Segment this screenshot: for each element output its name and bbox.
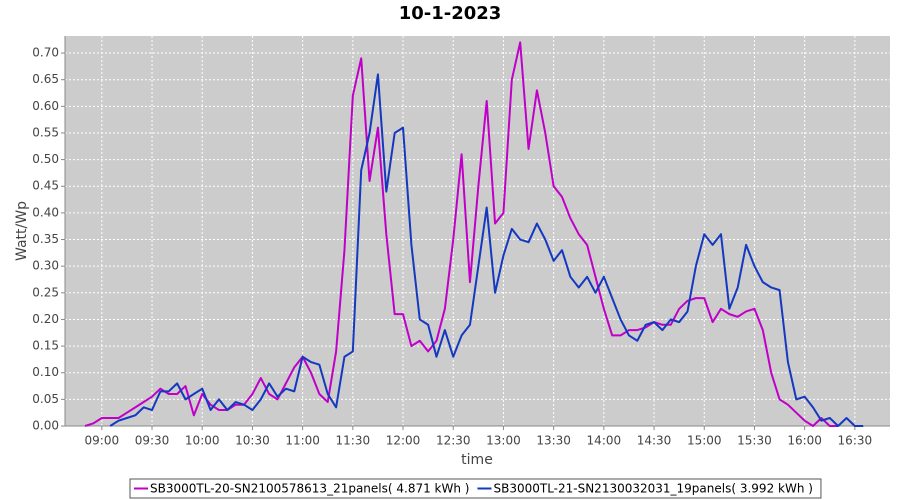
legend: SB3000TL-20-SN2100578613_21panels( 4.871… [129, 478, 822, 499]
x-tick-label: 16:30 [838, 434, 873, 448]
y-tick-label: 0.05 [32, 392, 59, 406]
legend-label: SB3000TL-20-SN2100578613_21panels( 4.871… [150, 482, 469, 496]
y-tick-label: 0.25 [32, 285, 59, 299]
legend-label: SB3000TL-21-SN2130032031_19panels( 3.992… [493, 482, 812, 496]
x-tick-label: 15:30 [737, 434, 772, 448]
y-tick-label: 0.40 [32, 205, 59, 219]
y-tick-label: 0.60 [32, 99, 59, 113]
series-line [84, 41, 839, 427]
chart-title: 10-1-2023 [399, 3, 502, 24]
y-tick-label: 0.65 [32, 72, 59, 86]
y-tick-label: 0.55 [32, 125, 59, 139]
x-tick-label: 09:30 [135, 434, 170, 448]
x-tick-label: 12:30 [436, 434, 471, 448]
y-tick-label: 0.20 [32, 312, 59, 326]
x-tick-label: 13:30 [536, 434, 571, 448]
x-tick-label: 16:00 [787, 434, 822, 448]
series-line [109, 73, 864, 427]
x-tick-label: 13:00 [486, 434, 521, 448]
y-axis-title: Watt/Wp [14, 201, 30, 261]
y-tick-label: 0.35 [32, 232, 59, 246]
x-tick-label: 09:00 [85, 434, 120, 448]
y-tick-label: 0.70 [32, 46, 59, 60]
x-tick-label: 10:30 [235, 434, 270, 448]
x-tick-label: 12:00 [386, 434, 421, 448]
y-tick-label: 0.50 [32, 152, 59, 166]
y-tick-label: 0.10 [32, 365, 59, 379]
y-tick-label: 0.00 [32, 419, 59, 433]
x-tick-label: 14:00 [587, 434, 622, 448]
x-tick-label: 15:00 [687, 434, 722, 448]
x-tick-label: 14:30 [637, 434, 672, 448]
x-axis-title: time [461, 452, 493, 468]
y-tick-label: 0.45 [32, 179, 59, 193]
plot-area [65, 36, 890, 426]
y-tick-label: 0.30 [32, 259, 59, 273]
x-tick-label: 11:00 [285, 434, 320, 448]
x-tick-label: 10:00 [185, 434, 220, 448]
legend-box [129, 478, 822, 499]
x-tick-label: 11:30 [336, 434, 371, 448]
y-tick-label: 0.15 [32, 339, 59, 353]
